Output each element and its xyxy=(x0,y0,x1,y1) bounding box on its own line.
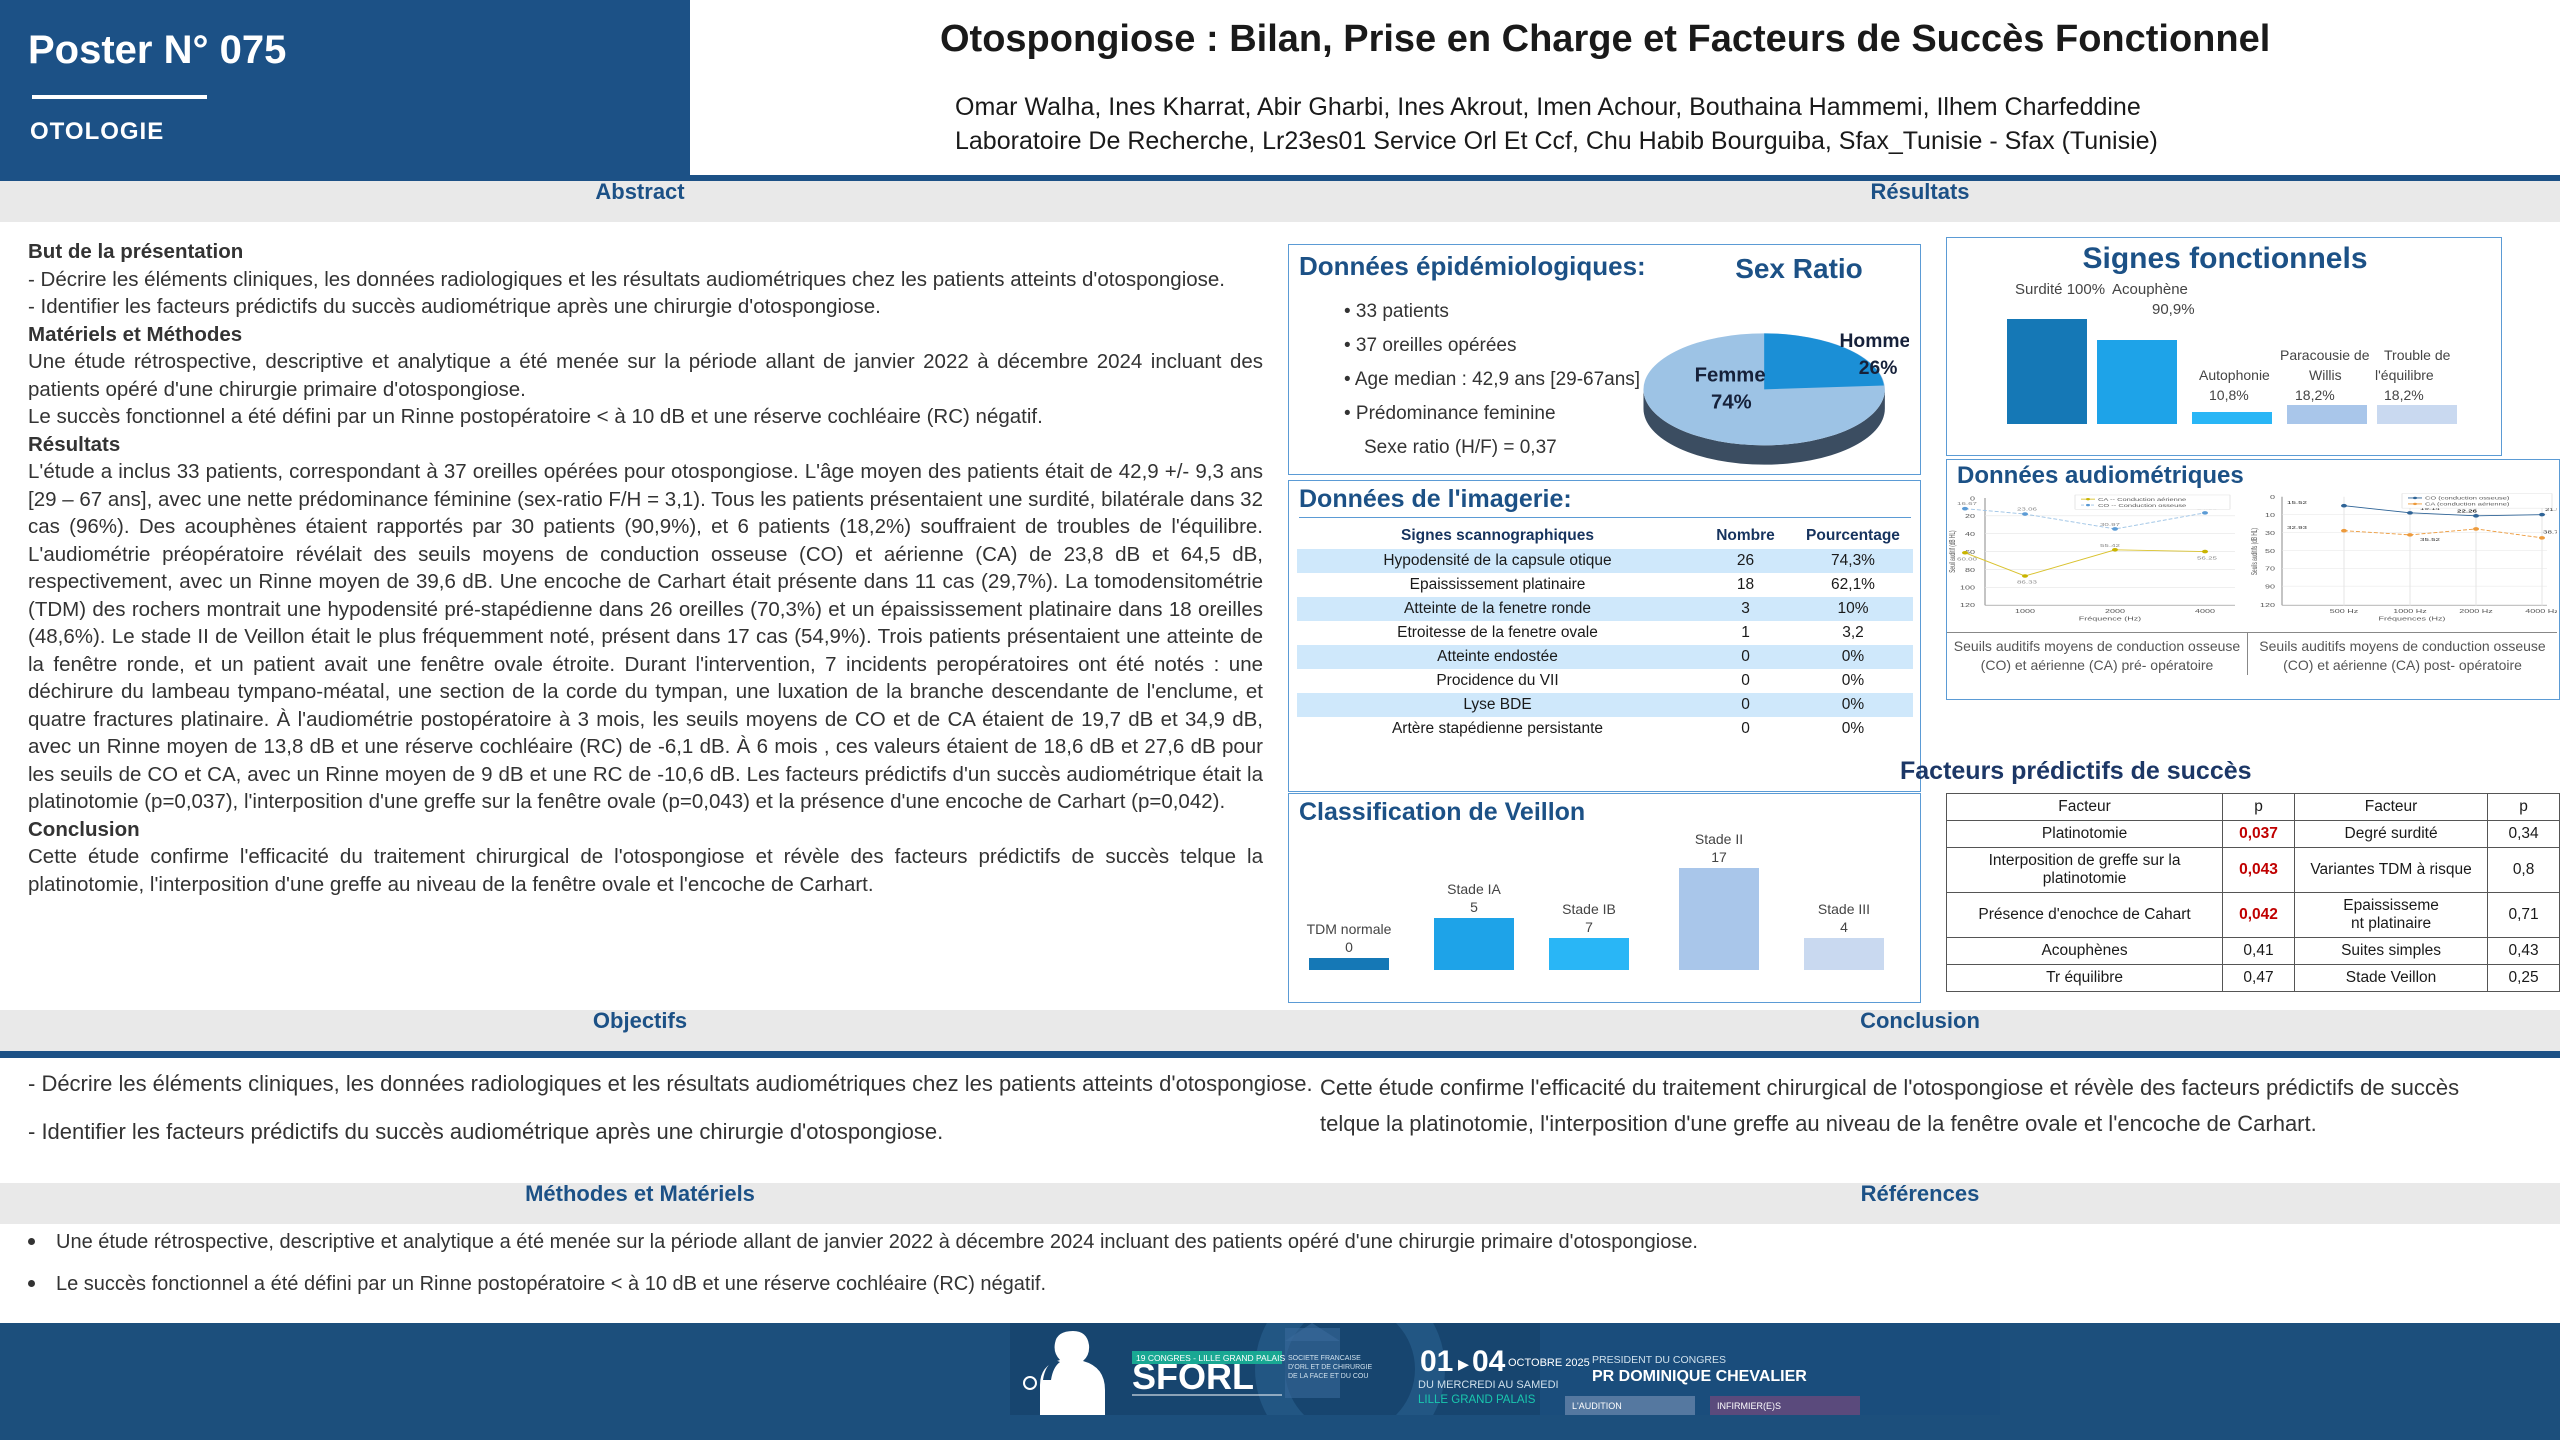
svg-text:30: 30 xyxy=(2265,530,2275,537)
svg-text:120: 120 xyxy=(2260,602,2275,609)
svg-text:▸: ▸ xyxy=(1458,1351,1469,1376)
svg-text:26%: 26% xyxy=(1859,358,1898,379)
svg-text:18,2%: 18,2% xyxy=(2295,387,2335,403)
svg-text:Trouble de: Trouble de xyxy=(2384,347,2451,363)
svg-text:10: 10 xyxy=(2265,512,2275,519)
svg-text:2000 Hz: 2000 Hz xyxy=(2459,608,2493,615)
svg-text:4000 Hz: 4000 Hz xyxy=(2525,608,2557,615)
svg-text:60.00: 60.00 xyxy=(1957,557,1977,562)
svg-text:CA -- Conduction aérienne: CA -- Conduction aérienne xyxy=(2098,497,2187,502)
svg-text:DU MERCREDI AU SAMEDI: DU MERCREDI AU SAMEDI xyxy=(1418,1379,1559,1391)
svg-text:01: 01 xyxy=(1420,1345,1453,1378)
svg-text:22.26: 22.26 xyxy=(2457,509,2477,514)
svg-text:Surdité 100%: Surdité 100% xyxy=(2015,281,2105,298)
svg-text:70: 70 xyxy=(2265,566,2275,573)
svg-text:16.67: 16.67 xyxy=(1957,501,1977,506)
svg-text:DE LA FACE ET DU COU: DE LA FACE ET DU COU xyxy=(1288,1373,1368,1380)
svg-text:Seuil auditif (dB HL): Seuil auditif (dB HL) xyxy=(1949,530,1958,572)
svg-text:50: 50 xyxy=(2265,548,2275,555)
svg-text:35.52: 35.52 xyxy=(2420,537,2440,542)
svg-text:90: 90 xyxy=(2265,583,2275,590)
svg-text:86.33: 86.33 xyxy=(2017,580,2037,585)
svg-text:Stade IB: Stade IB xyxy=(1562,901,1616,917)
svg-text:TDM normale: TDM normale xyxy=(1307,921,1392,937)
svg-text:56.25: 56.25 xyxy=(2197,556,2217,561)
svg-text:CO (conduction osseuse): CO (conduction osseuse) xyxy=(2425,496,2509,501)
svg-text:0: 0 xyxy=(1970,495,1975,502)
svg-text:CO -- Conduction osseuse: CO -- Conduction osseuse xyxy=(2098,503,2187,508)
svg-text:Stade III: Stade III xyxy=(1818,901,1870,917)
svg-text:Homme: Homme xyxy=(1839,331,1909,352)
svg-text:D'ORL ET DE CHIRURGIE: D'ORL ET DE CHIRURGIE xyxy=(1288,1364,1373,1371)
svg-text:Paracousie de: Paracousie de xyxy=(2280,347,2370,363)
svg-text:0: 0 xyxy=(2270,494,2275,501)
svg-text:SOCIETE FRANCAISE: SOCIETE FRANCAISE xyxy=(1288,1355,1361,1362)
svg-text:Stade IA: Stade IA xyxy=(1447,881,1501,897)
svg-text:INFIRMIER(E)S: INFIRMIER(E)S xyxy=(1717,1401,1781,1411)
svg-text:04: 04 xyxy=(1472,1345,1506,1378)
svg-text:0: 0 xyxy=(1345,939,1353,955)
svg-text:Fréquences (Hz): Fréquences (Hz) xyxy=(2379,616,2446,623)
svg-text:17: 17 xyxy=(1711,849,1727,865)
svg-text:74%: 74% xyxy=(1711,392,1752,414)
svg-text:Femme: Femme xyxy=(1695,365,1766,387)
svg-text:2000: 2000 xyxy=(2105,608,2125,615)
svg-text:15.52: 15.52 xyxy=(2287,500,2307,505)
svg-text:Willis: Willis xyxy=(2309,367,2342,383)
svg-text:120: 120 xyxy=(1960,602,1975,609)
svg-text:Autophonie: Autophonie xyxy=(2199,367,2270,383)
svg-text:l'équilibre: l'équilibre xyxy=(2375,367,2434,383)
svg-text:5: 5 xyxy=(1470,899,1478,915)
svg-text:20: 20 xyxy=(1965,513,1975,520)
svg-text:32.93: 32.93 xyxy=(2287,525,2307,530)
svg-text:PR DOMINIQUE CHEVALIER: PR DOMINIQUE CHEVALIER xyxy=(1592,1368,1807,1385)
svg-text:CA (conduction aérienne): CA (conduction aérienne) xyxy=(2425,502,2509,507)
svg-text:Seuils auditifs (dB HL): Seuils auditifs (dB HL) xyxy=(2251,528,2260,575)
svg-text:7: 7 xyxy=(1585,919,1593,935)
svg-text:PRESIDENT DU CONGRES: PRESIDENT DU CONGRES xyxy=(1592,1354,1726,1366)
svg-text:90,9%: 90,9% xyxy=(2152,301,2195,318)
svg-text:40: 40 xyxy=(1965,531,1975,538)
svg-text:10,8%: 10,8% xyxy=(2209,387,2249,403)
svg-text:Acouphène: Acouphène xyxy=(2112,281,2188,298)
svg-text:1000: 1000 xyxy=(2015,608,2035,615)
svg-text:100: 100 xyxy=(1960,585,1975,592)
svg-text:1000 Hz: 1000 Hz xyxy=(2393,608,2427,615)
svg-text:19 CONGRES - LILLE GRAND PALAI: 19 CONGRES - LILLE GRAND PALAIS xyxy=(1136,1353,1285,1363)
svg-text:Stade II: Stade II xyxy=(1695,831,1743,847)
svg-text:500 Hz: 500 Hz xyxy=(2330,608,2359,615)
svg-text:LILLE GRAND PALAIS: LILLE GRAND PALAIS xyxy=(1418,1394,1536,1406)
svg-text:L'AUDITION: L'AUDITION xyxy=(1572,1401,1622,1411)
svg-text:4000: 4000 xyxy=(2195,608,2215,615)
svg-text:30.97: 30.97 xyxy=(2100,522,2120,527)
svg-text:23.06: 23.06 xyxy=(2017,507,2037,512)
svg-text:Fréquence (Hz): Fréquence (Hz) xyxy=(2079,616,2141,623)
svg-text:55.42: 55.42 xyxy=(2100,543,2120,548)
svg-text:18,2%: 18,2% xyxy=(2384,387,2424,403)
svg-text:38.79: 38.79 xyxy=(2543,530,2557,535)
svg-text:80: 80 xyxy=(1965,567,1975,574)
svg-text:4: 4 xyxy=(1840,919,1848,935)
svg-text:OCTOBRE 2025: OCTOBRE 2025 xyxy=(1508,1357,1590,1369)
